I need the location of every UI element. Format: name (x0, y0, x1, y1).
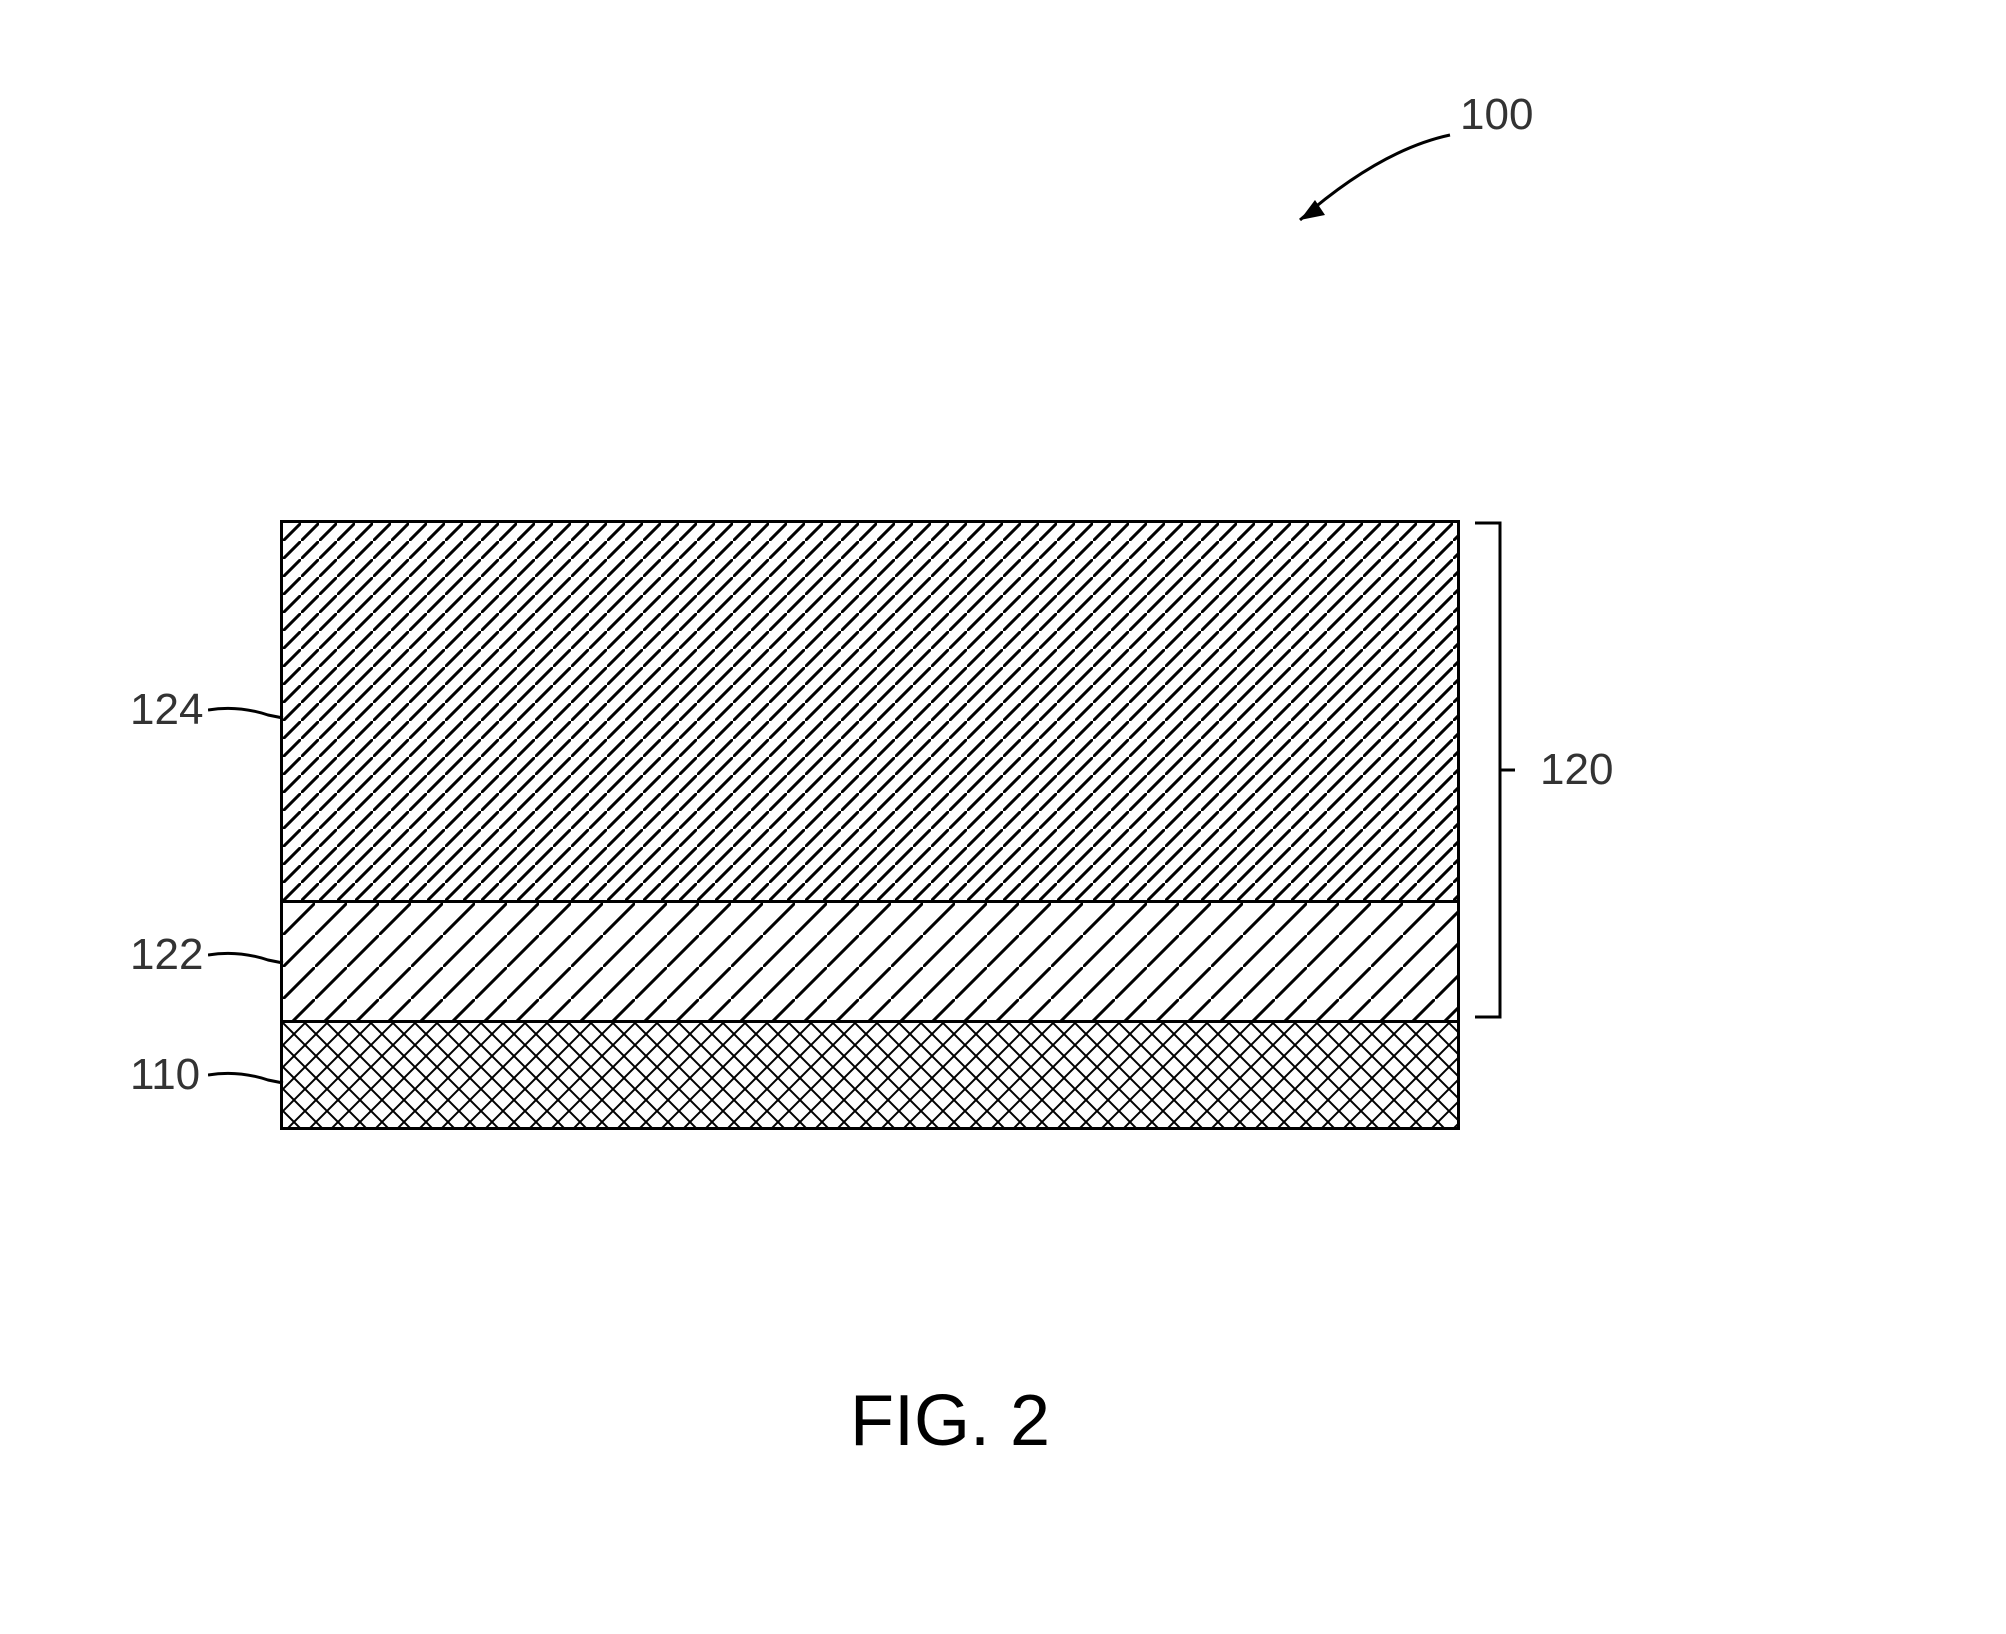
bracket-120 (1470, 520, 1530, 1020)
label-110: 110 (130, 1050, 200, 1100)
layer-stack (280, 520, 1460, 1130)
label-120: 120 (1540, 745, 1613, 795)
leader-122 (208, 945, 288, 985)
layer-124 (280, 520, 1460, 900)
layer-110 (280, 1020, 1460, 1130)
label-122: 122 (130, 930, 203, 980)
layer-122 (280, 900, 1460, 1020)
reference-arrow (1260, 120, 1460, 260)
reference-numeral-100: 100 (1460, 90, 1533, 140)
figure-caption: FIG. 2 (850, 1380, 1050, 1462)
label-124: 124 (130, 685, 203, 735)
leader-110 (208, 1065, 288, 1105)
leader-124 (208, 700, 288, 740)
